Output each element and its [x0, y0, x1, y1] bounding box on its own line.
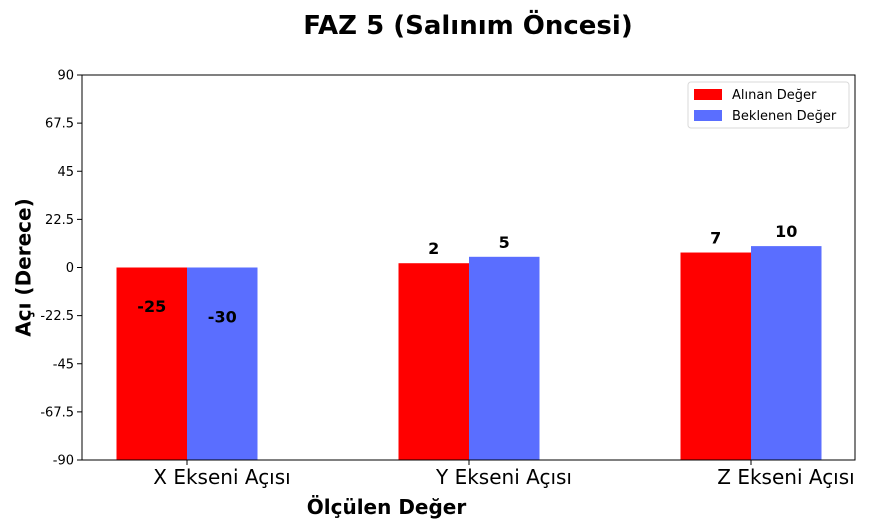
y-tick-label: -67.5 [40, 405, 74, 420]
bar-value-label: -25 [137, 297, 166, 316]
x-axis-label: Ölçülen Değer [307, 495, 467, 519]
bar-value-label: 2 [428, 239, 439, 258]
chart-title: FAZ 5 (Salınım Öncesi) [303, 8, 632, 41]
y-tick-label: -90 [53, 454, 74, 469]
bar-value-labels: -25 -30 2 5 7 10 [137, 222, 797, 327]
x-axis: X Ekseni Açısı Y Ekseni Açısı Z Ekseni Açı… [153, 460, 855, 489]
legend: Alınan Değer Beklenen Değer [687, 81, 850, 129]
bar-value-label: 10 [775, 222, 797, 241]
bar-alinan [116, 267, 187, 460]
bar-beklenen [469, 256, 540, 460]
y-tick-label: 90 [57, 69, 74, 84]
x-tick-label: Y Ekseni Açısı [435, 465, 572, 489]
bar-value-label: -30 [208, 308, 237, 327]
legend-label: Alınan Değer [732, 88, 817, 103]
y-tick-label: 22.5 [45, 213, 74, 228]
bar-alinan [398, 263, 469, 460]
bars-group [116, 246, 822, 460]
y-axis: -90 -67.5 -45 -22.5 0 22.5 45 67.5 90 [40, 69, 82, 469]
bar-beklenen [751, 246, 822, 460]
y-tick-label: -22.5 [40, 309, 74, 324]
bar-value-label: 7 [710, 229, 721, 248]
y-axis-label: Açı (Derece) [12, 198, 36, 336]
legend-label: Beklenen Değer [732, 109, 837, 124]
legend-swatch [694, 110, 722, 121]
bar-alinan [680, 252, 751, 460]
bar-value-label: 5 [499, 233, 510, 252]
bar-beklenen [187, 267, 258, 460]
x-tick-label: Z Ekseni Açısı [717, 465, 854, 489]
legend-box [687, 81, 850, 129]
legend-swatch [694, 89, 722, 100]
x-tick-label: X Ekseni Açısı [153, 465, 290, 489]
y-tick-label: 67.5 [45, 117, 74, 132]
y-tick-label: -45 [53, 357, 74, 372]
y-tick-label: 45 [57, 165, 74, 180]
y-tick-label: 0 [66, 261, 74, 276]
